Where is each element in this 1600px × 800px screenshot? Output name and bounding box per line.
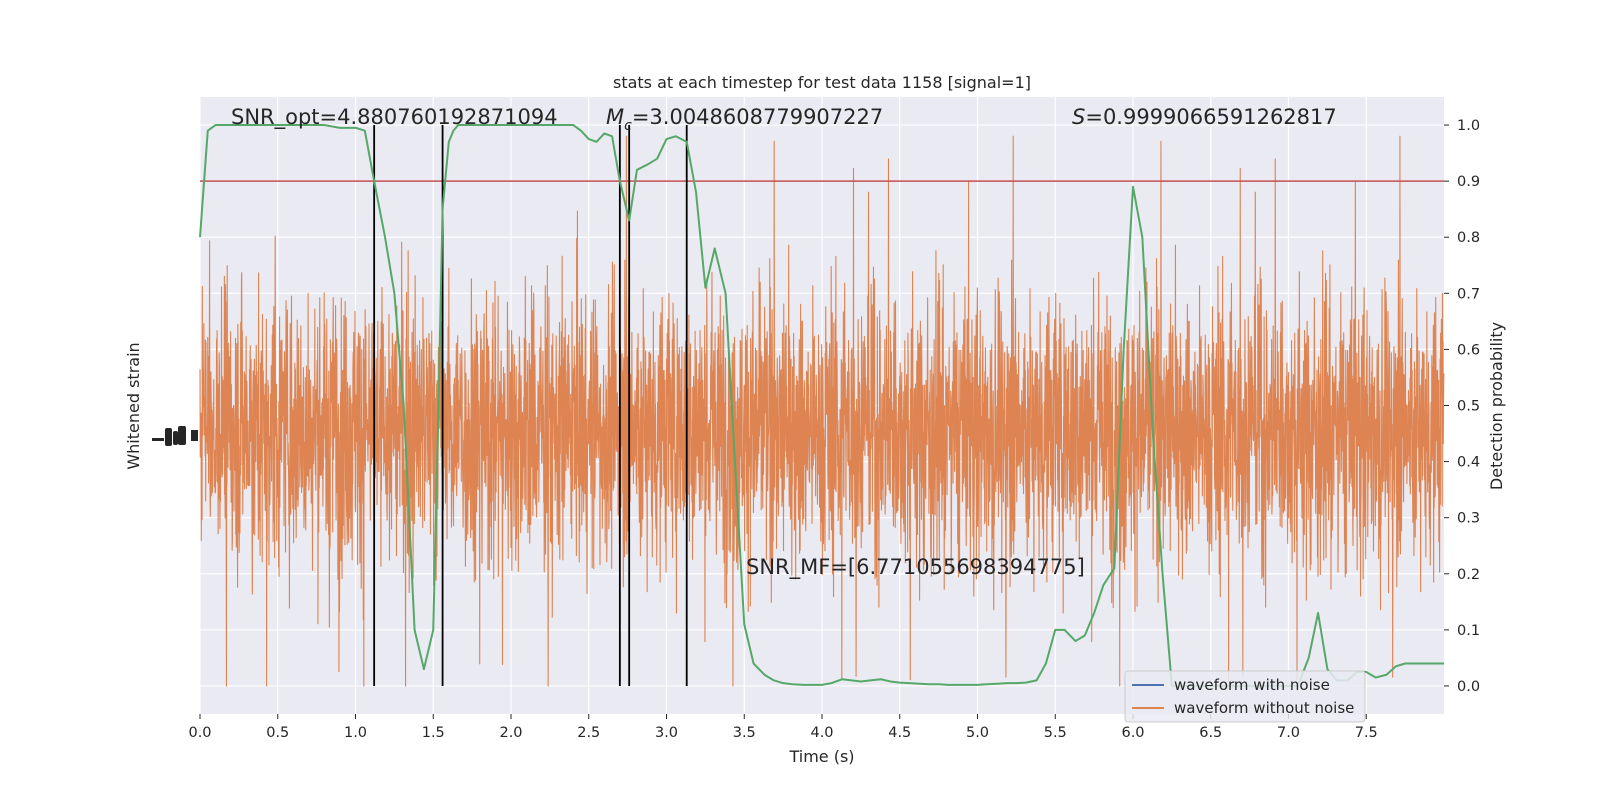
x-tick-label-11: 5.5 (1044, 725, 1067, 741)
x-tick-label-5: 2.5 (577, 725, 600, 741)
x-tick-label-14: 7.0 (1277, 725, 1300, 741)
left-axis-tick-clutter (152, 426, 198, 446)
x-tick-label-7: 3.5 (733, 725, 756, 741)
x-tick-label-10: 5.0 (966, 725, 989, 741)
x-tick-label-2: 1.0 (344, 725, 367, 741)
legend-label-without-noise: waveform without noise (1174, 699, 1354, 717)
y-tick-label-7: 0.7 (1457, 286, 1480, 302)
x-axis-ticks: 0.0 0.5 1.0 1.5 2.0 2.5 3.0 3.5 4.0 4.5 5.0 5.5 6.0 6… (188, 714, 1378, 741)
y-axis-left-label: Whitened strain (124, 342, 143, 469)
y-tick-label-0: 0.0 (1457, 679, 1480, 695)
chirp-mass-annotation: Mc=3.0048608779907227 (606, 105, 883, 134)
chirp-mass-subscript: c (624, 118, 632, 134)
y-tick-label-10: 1.0 (1457, 118, 1480, 134)
whitened-strain-series (199, 135, 1445, 687)
chirp-mass-symbol: M (606, 105, 624, 129)
y-tick-label-6: 0.6 (1457, 342, 1480, 358)
x-tick-label-9: 4.5 (888, 725, 911, 741)
chart-title: stats at each timestep for test data 115… (613, 73, 1031, 92)
y-tick-label-3: 0.3 (1457, 511, 1480, 527)
x-tick-label-1: 0.5 (266, 725, 289, 741)
y-tick-label-5: 0.5 (1457, 399, 1480, 415)
x-tick-label-4: 2.0 (499, 725, 522, 741)
x-tick-label-0: 0.0 (188, 725, 211, 741)
x-tick-label-12: 6.0 (1121, 725, 1144, 741)
x-tick-label-3: 1.5 (422, 725, 445, 741)
y-axis-right-ticks: 0.0 0.1 0.2 0.3 0.4 0.5 0.6 0.7 0.8 0.9 1.0 (1444, 118, 1480, 695)
y-tick-label-1: 0.1 (1457, 623, 1480, 639)
overlap-annotation: S=0.9999066591262817 (1072, 105, 1337, 129)
y-tick-label-8: 0.8 (1457, 230, 1480, 246)
snr-opt-annotation: SNR_opt=4.880760192871094 (231, 105, 558, 130)
y-tick-label-4: 0.4 (1457, 455, 1480, 471)
y-tick-label-9: 0.9 (1457, 174, 1480, 190)
y-axis-right-label: Detection probability (1487, 322, 1506, 490)
legend-label-with-noise: waveform with noise (1174, 676, 1330, 694)
overlap-symbol: S (1072, 105, 1085, 129)
strain-line-without-noise (199, 135, 1445, 687)
snr-mf-annotation: SNR_MF=[6.771055698394775] (746, 555, 1085, 580)
x-tick-label-13: 6.5 (1199, 725, 1222, 741)
overlap-value: =0.9999066591262817 (1085, 105, 1336, 129)
y-tick-label-2: 0.2 (1457, 567, 1480, 583)
legend-box (1124, 670, 1366, 723)
x-tick-label-8: 4.0 (810, 725, 833, 741)
x-tick-label-15: 7.5 (1355, 725, 1378, 741)
x-axis-label: Time (s) (788, 747, 854, 766)
legend: waveform with noise waveform without noi… (1124, 670, 1366, 723)
x-tick-label-6: 3.0 (655, 725, 678, 741)
chirp-mass-value: =3.0048608779907227 (632, 105, 883, 129)
